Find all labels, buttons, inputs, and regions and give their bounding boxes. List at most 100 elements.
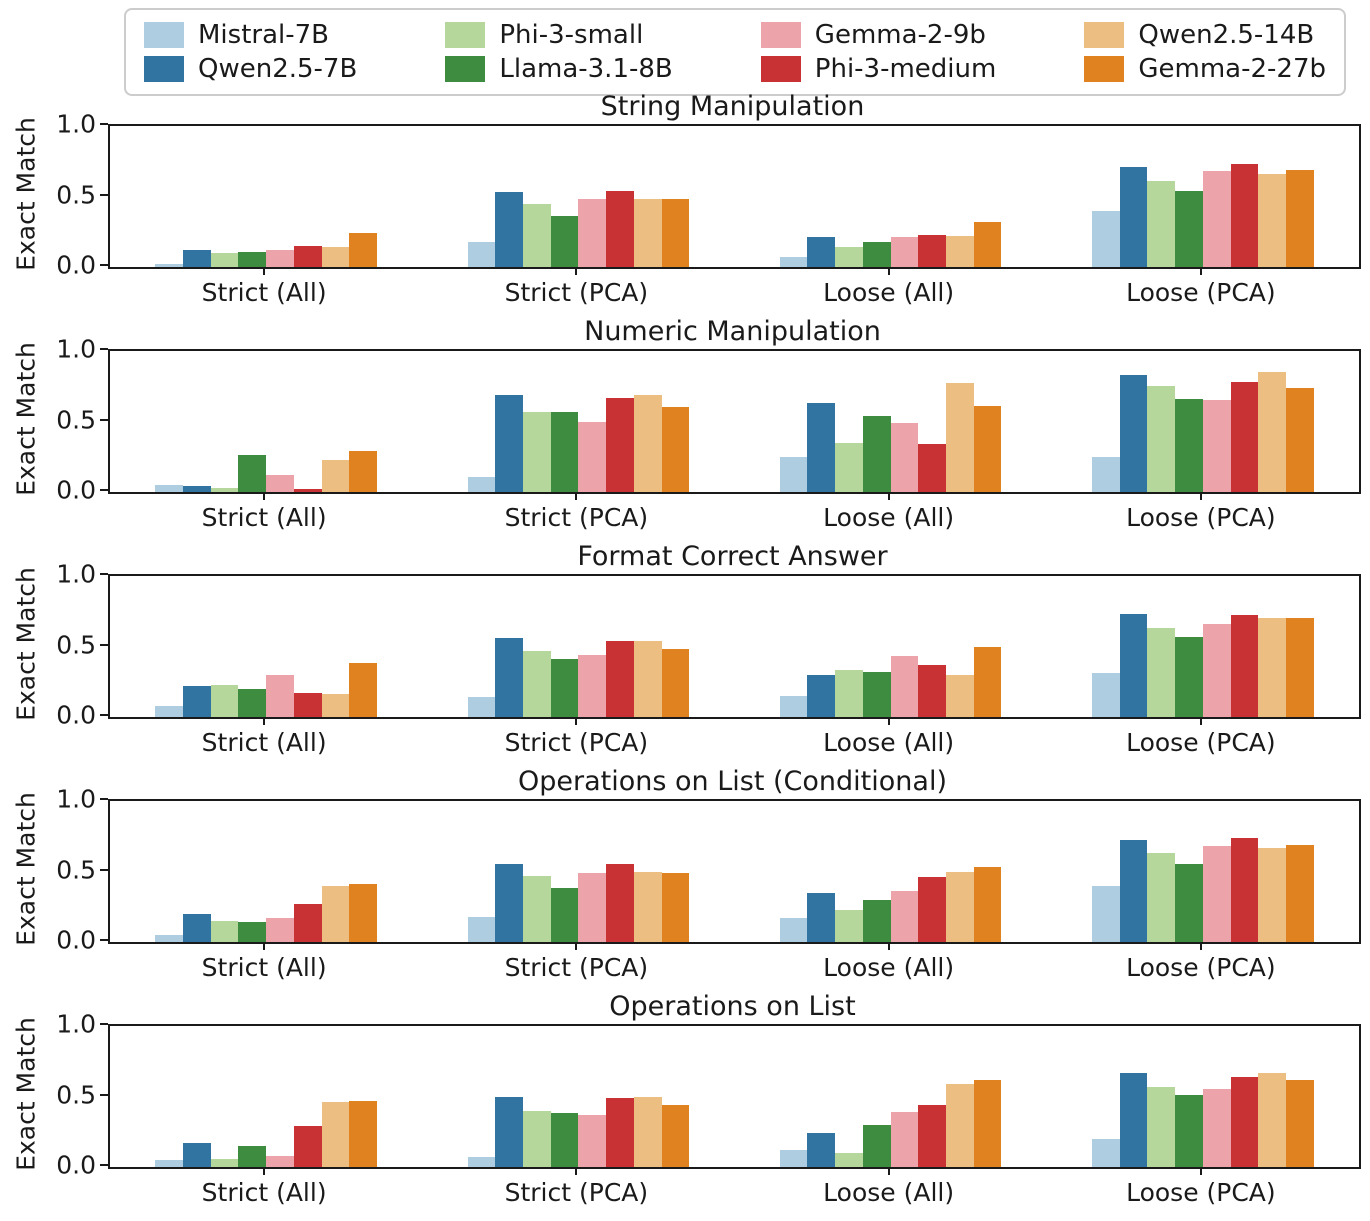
bar-phi-3-small [1147,386,1176,492]
bar-phi-3-small [835,442,863,492]
bar-gemma-2-27b [973,646,1002,717]
bar-gemma-2-27b [661,407,690,492]
y-tick-label: 0.0 [56,700,96,730]
bar-qwen2-5-7b [495,394,523,492]
bar-gemma-2-27b [1286,1079,1314,1167]
x-tick-mark [887,1167,890,1175]
gemma-2-27b-swatch-icon [1084,56,1125,82]
bar-qwen2-5-7b [182,250,211,267]
bar-gemma-2-9b [266,475,294,492]
bar-phi-3-small [835,247,863,267]
y-tick-mark [100,418,108,421]
x-tick-label: Strict (PCA) [504,728,649,757]
bar-mistral-7b [779,695,808,717]
x-tick-label: Loose (PCA) [1126,953,1276,982]
y-tick-label: 1.0 [56,1009,96,1039]
plot-area [108,124,1361,269]
bar-qwen2-5-7b [1119,614,1148,717]
x-tick-label: Strict (PCA) [504,953,649,982]
y-tick-mark [100,868,108,871]
bar-qwen2-5-14b [1258,1072,1286,1167]
bar-qwen2-5-7b [182,486,211,492]
x-tick-mark [1199,267,1202,275]
x-tick-label: Strict (PCA) [504,278,649,307]
bar-qwen2-5-7b [182,1143,211,1167]
bar-mistral-7b [155,264,183,267]
bar-phi-3-medium [918,444,947,492]
legend-item: Qwen2.5-7B [144,56,357,82]
y-tick-label: 0.0 [56,1150,96,1180]
subplot-title: Operations on List (Conditional) [518,766,947,797]
bar-llama-3-1-8b [238,688,267,717]
bar-gemma-2-27b [1286,169,1314,267]
bar-qwen2-5-7b [807,403,836,492]
y-tick-mark [100,348,108,350]
x-tick-mark [1199,492,1202,500]
bar-llama-3-1-8b [550,216,579,267]
legend-label: Gemma-2-27b [1138,54,1326,84]
bar-gemma-2-27b [349,451,377,492]
plot-area [108,799,1361,944]
bar-gemma-2-9b [578,872,607,942]
y-tick-label: 0.0 [56,475,96,505]
bar-phi-3-medium [918,877,947,942]
plot-area [108,349,1361,494]
bar-phi-3-medium [606,864,634,942]
bar-gemma-2-9b [578,1114,607,1167]
x-tick-mark [263,942,266,950]
bar-gemma-2-9b [1202,1089,1231,1167]
x-tick-label: Loose (PCA) [1126,278,1276,307]
legend-label: Qwen2.5-14B [1138,20,1315,50]
subplot-title: Numeric Manipulation [584,316,881,347]
bar-qwen2-5-7b [807,1133,836,1167]
x-tick-mark [887,267,890,275]
x-tick-mark [263,717,266,725]
legend-item: Mistral-7B [144,22,357,48]
bar-mistral-7b [155,705,183,717]
bar-phi-3-small [1147,1086,1176,1167]
bar-llama-3-1-8b [862,415,891,492]
bar-qwen2-5-7b [1119,374,1148,492]
bar-mistral-7b [1092,210,1120,267]
bar-phi-3-small [522,875,551,942]
bar-gemma-2-9b [266,1155,294,1167]
y-tick-label: 1.0 [56,559,96,589]
bar-qwen2-5-14b [946,674,974,717]
bar-gemma-2-9b [266,250,294,267]
bar-phi-3-small [835,909,863,942]
legend-item: Gemma-2-27b [1084,56,1326,82]
y-tick-mark [100,1164,108,1166]
bar-gemma-2-9b [890,422,919,492]
x-tick-label: Strict (PCA) [504,1178,649,1207]
bar-phi-3-medium [606,397,634,492]
x-tick-label: Strict (PCA) [504,503,649,532]
x-tick-label: Loose (PCA) [1126,1178,1276,1207]
bar-phi-3-medium [293,903,322,942]
bar-phi-3-medium [606,1097,634,1167]
bar-llama-3-1-8b [1175,190,1203,267]
x-tick-label: Strict (All) [201,503,327,532]
bar-gemma-2-27b [973,867,1002,942]
subplot-2: Numeric Manipulation Exact Match 0.0 0.5 1.0… [0,317,1370,546]
bar-phi-3-medium [1230,837,1259,942]
bar-llama-3-1-8b [862,241,891,267]
x-tick-mark [575,942,578,950]
bar-phi-3-medium [606,640,634,717]
bar-qwen2-5-14b [321,885,350,942]
mistral-7b-swatch-icon [144,22,184,48]
bar-qwen2-5-14b [321,247,350,267]
bar-qwen2-5-7b [495,638,523,717]
bar-gemma-2-9b [890,237,919,267]
bar-phi-3-small [210,684,239,717]
bar-phi-3-small [522,650,551,717]
bar-phi-3-medium [293,693,322,717]
bar-qwen2-5-14b [321,694,350,717]
bar-phi-3-small [835,670,863,717]
bar-qwen2-5-7b [807,892,836,942]
x-tick-mark [1199,717,1202,725]
y-tick-label: 0.0 [56,250,96,280]
bar-qwen2-5-14b [321,459,350,492]
y-tick-label: 1.0 [56,109,96,139]
subplots-container: String Manipulation Exact Match 0.0 0.5 1.0 S… [0,92,1370,1221]
